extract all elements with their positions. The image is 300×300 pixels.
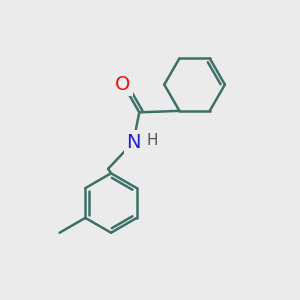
Text: O: O: [115, 75, 130, 94]
Text: H: H: [147, 133, 158, 148]
Text: N: N: [126, 133, 141, 152]
